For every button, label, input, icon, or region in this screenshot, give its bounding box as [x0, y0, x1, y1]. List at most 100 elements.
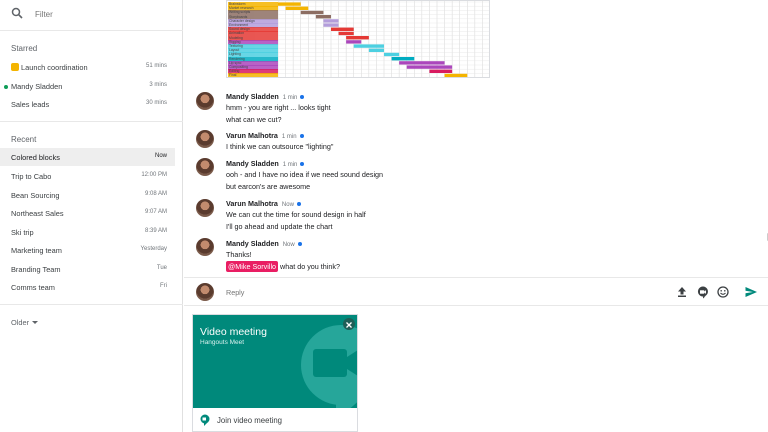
- gantt-bar: [300, 10, 324, 15]
- status-dot-icon: [300, 95, 305, 99]
- conversation-pane: Brainstorm Market research Writing scripts…: [184, 0, 768, 432]
- gantt-bar: [346, 36, 369, 40]
- search-icon[interactable]: [11, 7, 23, 19]
- message-time: 1 min: [281, 134, 297, 140]
- divider: [0, 304, 183, 305]
- gantt-bar: [368, 48, 384, 52]
- message-text: hmm - you are right ... looks tight: [226, 103, 331, 112]
- hangouts-meet-icon: [200, 414, 210, 426]
- reply-bar: [184, 277, 768, 306]
- sidebar-item-label: Colored blocks: [11, 153, 60, 162]
- message-text: ooh - and I have no idea if we need soun…: [226, 170, 384, 179]
- sidebar-item-trip-to-cabo[interactable]: Trip to Cabo 12:00 PM: [0, 167, 175, 185]
- sidebar-item-colored-blocks[interactable]: Colored blocks Now: [0, 148, 175, 166]
- sidebar-item-time: 9:07 AM: [144, 209, 167, 215]
- message-text: what can we cut?: [226, 115, 282, 124]
- gantt-row-label: Animation: [228, 31, 278, 37]
- reply-input[interactable]: [226, 285, 646, 299]
- caret-down-icon: [32, 321, 39, 324]
- gantt-bar: [285, 6, 309, 10]
- sidebar-item-launch-coordination[interactable]: Launch coordination 51 mins: [0, 58, 175, 76]
- status-dot-icon: [300, 162, 305, 166]
- avatar[interactable]: [196, 130, 214, 148]
- older-label: Older: [11, 318, 30, 327]
- sender-name: Varun Malhotra: [226, 199, 278, 208]
- hangouts-meet-icon[interactable]: [696, 285, 710, 299]
- sender-name: Varun Malhotra: [226, 131, 278, 140]
- gantt-row-label: Market research: [228, 6, 278, 12]
- sidebar-item-time: 9:08 AM: [144, 191, 167, 197]
- sidebar-item-marketing-team[interactable]: Marketing team Yesterday: [0, 241, 175, 259]
- sidebar-item-label: Northeast Sales: [11, 209, 64, 218]
- sender-name: Mandy Sladden: [226, 159, 279, 168]
- sidebar-item-branding-team[interactable]: Branding Team Tue: [0, 260, 175, 278]
- sidebar-item-label: Comms team: [11, 283, 55, 292]
- emoji-icon: [11, 63, 19, 71]
- gantt-bar: [315, 15, 331, 19]
- sidebar-item-bean-sourcing[interactable]: Bean Sourcing 9:08 AM: [0, 186, 175, 204]
- sidebar-item-label: Branding Team: [11, 265, 61, 274]
- video-meeting-subtitle: Hangouts Meet: [200, 339, 245, 346]
- join-video-meeting-label: Join video meeting: [217, 416, 283, 425]
- avatar[interactable]: [196, 238, 214, 256]
- status-dot-icon: [296, 202, 301, 206]
- avatar[interactable]: [196, 199, 214, 217]
- message-time: 1 min: [282, 95, 298, 101]
- gantt-row-label: Compositing: [228, 65, 278, 70]
- gantt-bar: [338, 31, 354, 36]
- message-time: Now: [282, 242, 295, 248]
- sidebar-item-time: Now: [154, 153, 167, 159]
- sidebar-item-ski-trip[interactable]: Ski trip 8:39 AM: [0, 223, 175, 241]
- emoji-icon[interactable]: [716, 285, 730, 299]
- send-icon[interactable]: [744, 285, 758, 299]
- message-text: Thanks!: [226, 250, 252, 259]
- message-time: Now: [281, 202, 294, 208]
- status-dot-icon: [299, 134, 304, 138]
- gantt-row-label: Editing: [228, 69, 278, 75]
- sidebar-item-time: Yesterday: [140, 246, 167, 252]
- close-icon: [346, 322, 352, 328]
- sidebar-item-time: Tue: [156, 265, 167, 271]
- sidebar-item-label: Trip to Cabo: [11, 172, 52, 181]
- sidebar-item-label: Ski trip: [11, 228, 34, 237]
- gantt-bar: [331, 27, 354, 31]
- message-text: but earcon's are awesome: [226, 182, 311, 191]
- gantt-row-label: Layout: [228, 48, 278, 54]
- online-status-icon: [4, 85, 8, 89]
- gantt-row-label: Modeling: [228, 35, 278, 41]
- gantt-bar: [278, 2, 301, 6]
- video-meeting-card: Video meeting Hangouts Meet Join video m…: [192, 314, 358, 432]
- divider: [0, 121, 183, 122]
- gantt-bar: [323, 19, 339, 23]
- search-input[interactable]: [35, 6, 165, 22]
- gantt-row-label: Rendering: [228, 56, 278, 62]
- gantt-row-label: Rigging: [228, 39, 278, 45]
- gantt-row-label: Final: [228, 73, 278, 77]
- sender-name: Mandy Sladden: [226, 239, 279, 248]
- mention-chip[interactable]: @Mike Sorvillo: [226, 261, 279, 272]
- avatar[interactable]: [196, 92, 214, 110]
- gantt-bar: [353, 44, 384, 48]
- gantt-chart-image: Brainstorm Market research Writing scripts…: [226, 0, 490, 78]
- avatar[interactable]: [196, 158, 214, 176]
- gantt-bar: [323, 23, 339, 27]
- gantt-bar: [429, 69, 453, 73]
- close-button[interactable]: [343, 318, 355, 330]
- sidebar-item-mandy-sladden[interactable]: Mandy Sladden 3 mins: [0, 77, 175, 95]
- sidebar-item-comms-team[interactable]: Comms team Fri: [0, 278, 175, 296]
- older-button[interactable]: Older: [11, 318, 39, 327]
- gantt-row-label: Texturing: [228, 44, 278, 49]
- gantt-row-label: Sound design: [228, 27, 278, 33]
- upload-icon[interactable]: [675, 285, 689, 299]
- join-video-meeting-button[interactable]: Join video meeting: [193, 408, 357, 431]
- gantt-row-label: Character design: [228, 18, 278, 24]
- video-meeting-title: Video meeting: [200, 326, 267, 338]
- status-dot-icon: [297, 242, 302, 246]
- gantt-grid: [278, 1, 489, 77]
- message-text: what do you think?: [280, 262, 340, 271]
- recent-title: Recent: [11, 135, 37, 144]
- message-text: I think we can outsource "lighting": [226, 142, 334, 151]
- sidebar-item-sales-leads[interactable]: Sales leads 30 mins: [0, 95, 175, 113]
- sidebar-item-northeast-sales[interactable]: Northeast Sales 9:07 AM: [0, 204, 175, 222]
